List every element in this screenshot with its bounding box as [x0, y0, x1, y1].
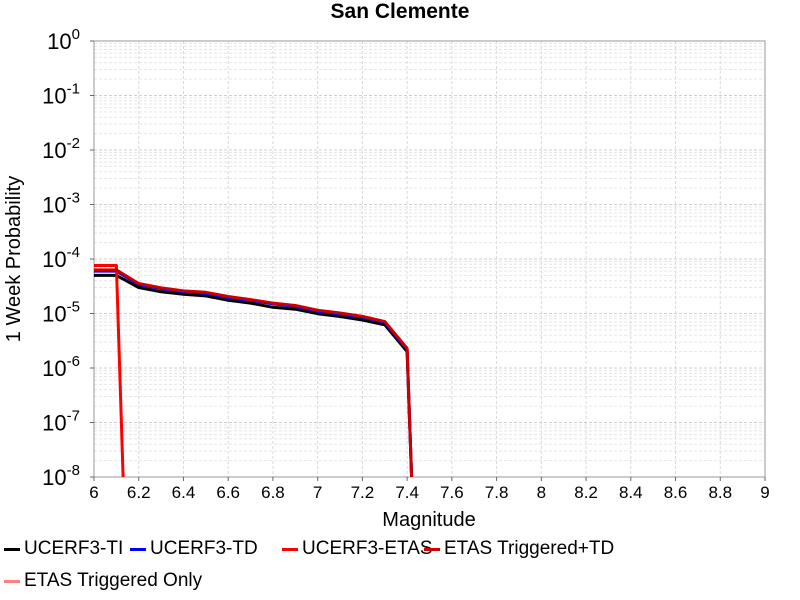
y-tick-label: 10-8 — [42, 462, 80, 490]
y-tick-label: 10-6 — [42, 353, 80, 381]
x-tick-label: 8.8 — [708, 483, 732, 502]
y-tick-label: 10-3 — [42, 190, 80, 218]
x-tick-label: 9 — [760, 483, 769, 502]
y-tick-label: 10-4 — [42, 244, 80, 272]
legend-label: UCERF3-TD — [150, 538, 258, 559]
x-tick-label: 6 — [89, 483, 98, 502]
x-tick-label: 8.4 — [619, 483, 643, 502]
x-tick-label: 6.6 — [216, 483, 240, 502]
legend-swatch — [282, 547, 298, 551]
x-tick-label: 7.8 — [485, 483, 509, 502]
y-tick-label: 100 — [47, 26, 80, 54]
y-axis-label: 1 Week Probability — [3, 176, 25, 342]
legend-label: UCERF3-ETAS — [302, 538, 433, 559]
x-tick-label: 7.6 — [440, 483, 464, 502]
x-tick-label: 8 — [537, 483, 546, 502]
legend-label: UCERF3-TI — [24, 538, 124, 559]
x-tick-label: 7.4 — [395, 483, 419, 502]
legend-item: ETAS Triggered+TD — [424, 538, 614, 560]
series-line-ucerf3-etas — [94, 264, 125, 478]
chart-title: San Clemente — [331, 0, 470, 23]
grid — [93, 41, 766, 478]
legend-label: ETAS Triggered Only — [24, 570, 203, 591]
x-tick-label: 6.4 — [172, 483, 196, 502]
y-tick-label: 10-1 — [42, 81, 80, 109]
legend-swatch — [424, 547, 440, 551]
legend-item: ETAS Triggered Only — [4, 570, 202, 592]
series-line-ucerf3-td — [94, 269, 414, 478]
chart: San Clemente 6 6.2 6.4 6.6 6.8 7 7.2 7.4 7.6 7.8 8… — [3, 0, 770, 531]
x-tick-label: 8.2 — [574, 483, 598, 502]
y-axis-ticks: 100 10-1 10-2 10-3 10-4 10-5 10-6 10-7 10-8 — [42, 26, 94, 490]
legend-item: UCERF3-TD — [130, 538, 258, 560]
x-axis-label: Magnitude — [382, 509, 475, 531]
series-lines — [94, 264, 414, 478]
series-line-ucerf3-ti — [94, 273, 414, 478]
x-tick-label: 6.8 — [261, 483, 285, 502]
x-axis-ticks: 6 6.2 6.4 6.6 6.8 7 7.2 7.4 7.6 7.8 8 8.2 8.4 8.6 8.8 9 — [89, 477, 770, 502]
legend-item: UCERF3-ETAS — [282, 538, 433, 560]
legend-swatch — [4, 547, 20, 551]
legend-item: UCERF3-TI — [4, 538, 123, 560]
legend-label: ETAS Triggered+TD — [444, 538, 615, 559]
series-line-etas-triggered-td — [94, 268, 414, 478]
y-tick-label: 10-2 — [42, 135, 80, 163]
legend-swatch — [4, 579, 20, 583]
x-tick-label: 7 — [313, 483, 322, 502]
y-tick-label: 10-7 — [42, 408, 80, 436]
x-tick-label: 8.6 — [664, 483, 688, 502]
legend-swatch — [130, 547, 146, 551]
y-tick-label: 10-5 — [42, 299, 80, 327]
x-tick-label: 6.2 — [127, 483, 151, 502]
x-tick-label: 7.2 — [351, 483, 375, 502]
